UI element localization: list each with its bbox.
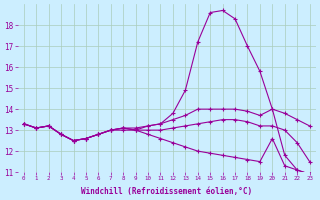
X-axis label: Windchill (Refroidissement éolien,°C): Windchill (Refroidissement éolien,°C) xyxy=(81,187,252,196)
